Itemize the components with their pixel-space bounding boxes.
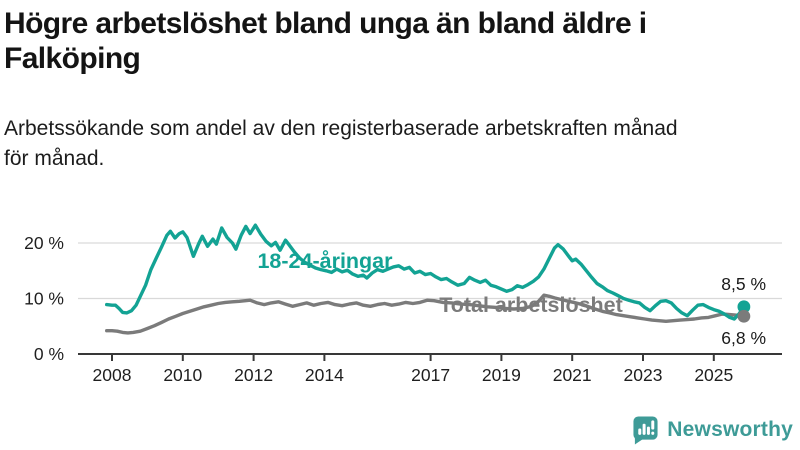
x-tick-label: 2019: [482, 365, 521, 385]
title-line-2: Falköping: [4, 42, 141, 76]
series-line-1: [104, 293, 746, 335]
series-end-value-0: 8,5 %: [721, 274, 766, 294]
x-tick-label: 2008: [93, 365, 132, 385]
series-end-dot-0: [737, 300, 751, 314]
x-tick-label: 2023: [624, 365, 663, 385]
x-tick-label: 2025: [694, 365, 733, 385]
x-tick-label: 2017: [411, 365, 450, 385]
newsworthy-logo-icon: [633, 416, 658, 445]
subtitle-line-1: Arbetssökande som andel av den registerb…: [4, 117, 678, 140]
y-tick-label: 20 %: [24, 233, 64, 253]
x-tick-label: 2021: [553, 365, 592, 385]
subtitle-line-2: för månad.: [4, 147, 105, 171]
newsworthy-brand-link[interactable]: Newsworthy: [632, 415, 793, 445]
y-tick-label: 0 %: [34, 344, 64, 364]
x-tick-label: 2010: [163, 365, 202, 385]
series-end-value-1: 6,8 %: [721, 328, 766, 348]
page-title: Högre arbetslöshet bland unga än bland ä…: [4, 6, 796, 76]
unemployment-line-chart: 2008 2010 2012 2014 2017 2019 2021 2023 2025 0 % 1…: [24, 223, 782, 385]
series-end-dot-1: [737, 309, 751, 323]
series-label-1: Total arbetslöshet: [439, 293, 623, 317]
x-tick-label: 2014: [305, 365, 344, 385]
brand-name: Newsworthy: [667, 418, 793, 441]
series-label-0: 18-24-åringar: [257, 249, 393, 273]
chart-area: 2008 2010 2012 2014 2017 2019 2021 2023 2025 0 % 1…: [0, 203, 800, 405]
x-tick-label: 2012: [234, 365, 273, 385]
title-line-1: Högre arbetslöshet bland unga än bland ä…: [4, 7, 647, 40]
series-line-0: [104, 223, 746, 321]
chart-subtitle: Arbetssökande som andel av den registerb…: [4, 114, 796, 174]
y-tick-label: 10 %: [24, 289, 64, 309]
